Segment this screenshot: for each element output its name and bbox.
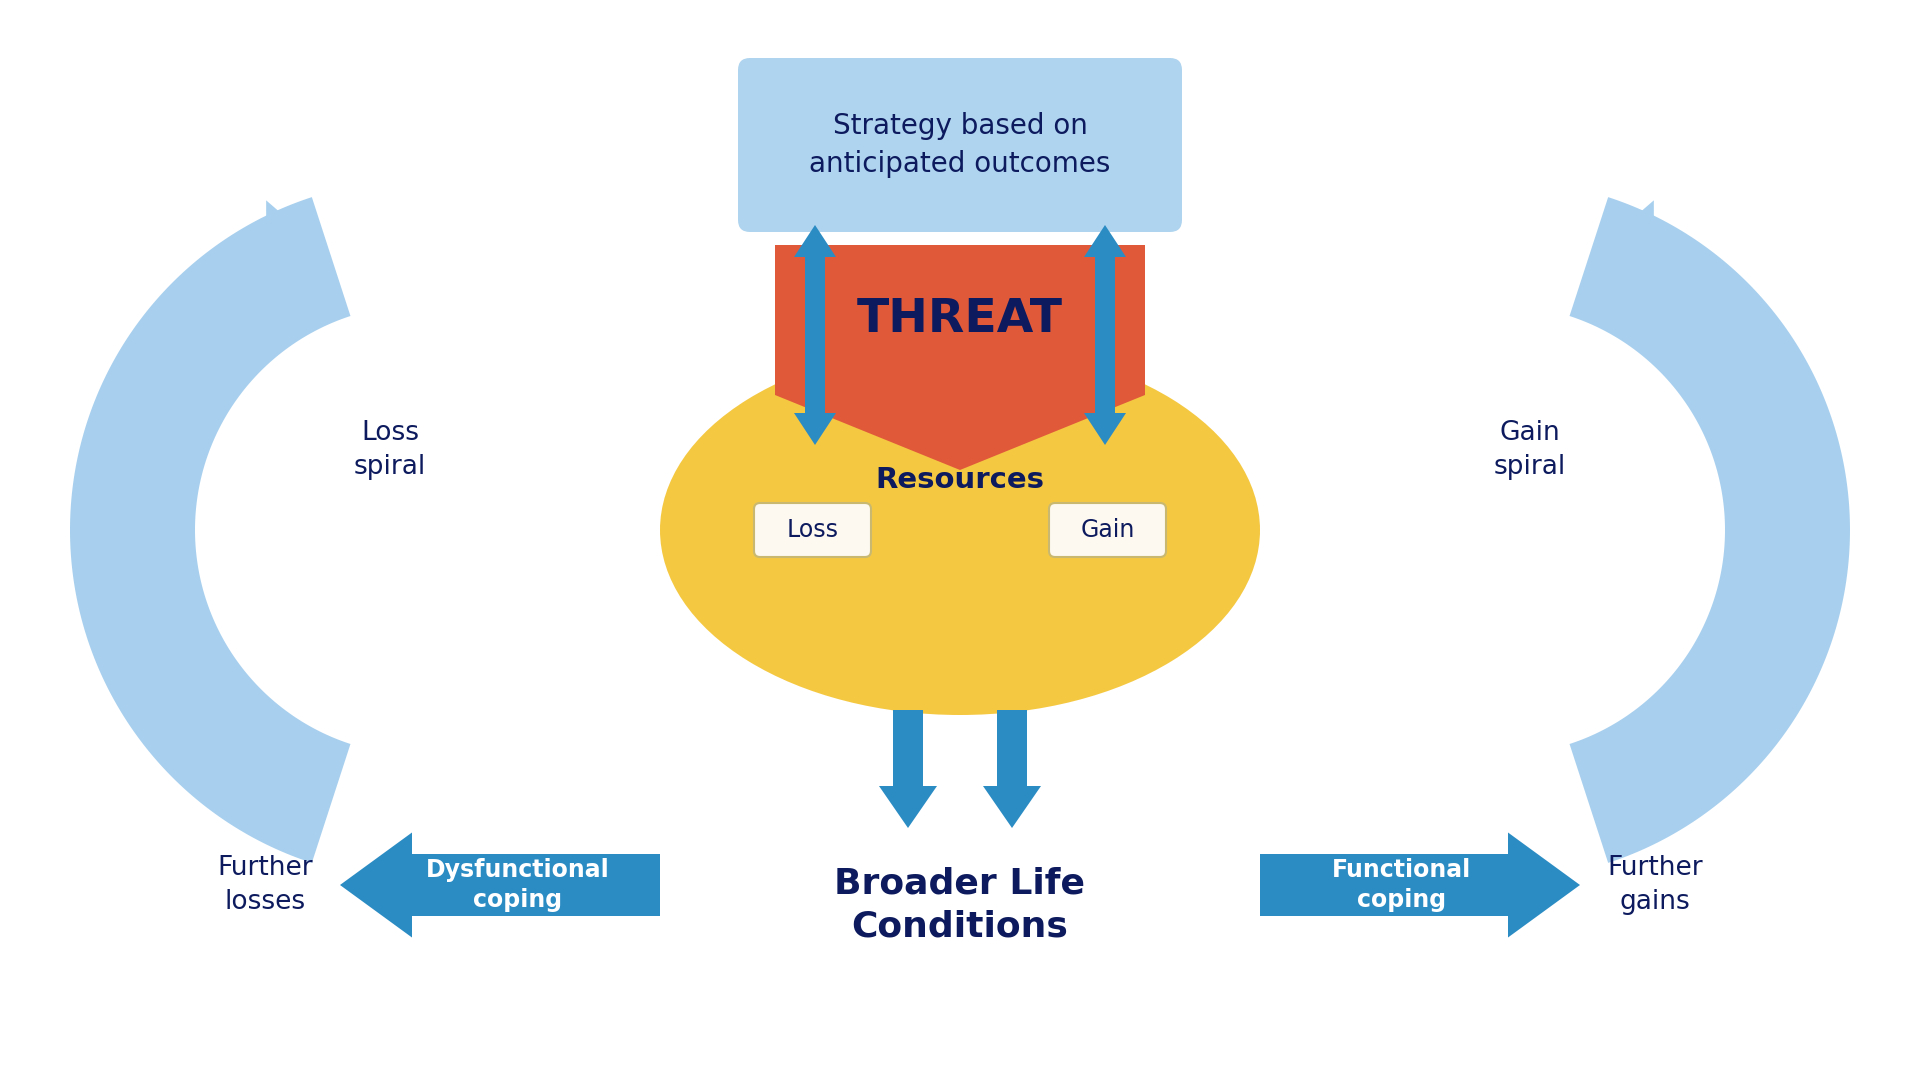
Polygon shape bbox=[983, 710, 1041, 828]
Text: THREAT: THREAT bbox=[856, 297, 1064, 342]
Text: Functional
coping: Functional coping bbox=[1332, 859, 1471, 912]
Polygon shape bbox=[1260, 833, 1580, 937]
Text: Resources: Resources bbox=[876, 465, 1044, 494]
Polygon shape bbox=[776, 245, 1144, 470]
Text: Gain: Gain bbox=[1081, 518, 1135, 542]
FancyBboxPatch shape bbox=[755, 503, 872, 557]
Polygon shape bbox=[267, 200, 330, 313]
Text: Further
losses: Further losses bbox=[217, 855, 313, 915]
Text: Further
gains: Further gains bbox=[1607, 855, 1703, 915]
Polygon shape bbox=[1085, 225, 1125, 445]
FancyBboxPatch shape bbox=[1048, 503, 1165, 557]
Polygon shape bbox=[1590, 200, 1653, 313]
Ellipse shape bbox=[660, 345, 1260, 715]
Polygon shape bbox=[340, 833, 660, 937]
Text: Broader Life
Conditions: Broader Life Conditions bbox=[835, 866, 1085, 944]
Polygon shape bbox=[1569, 198, 1851, 863]
Text: Strategy based on
anticipated outcomes: Strategy based on anticipated outcomes bbox=[810, 111, 1110, 178]
Text: Loss: Loss bbox=[787, 518, 839, 542]
Text: Gain
spiral: Gain spiral bbox=[1494, 420, 1567, 480]
Polygon shape bbox=[69, 198, 351, 863]
Polygon shape bbox=[879, 710, 937, 828]
Text: Dysfunctional
coping: Dysfunctional coping bbox=[426, 859, 611, 912]
Text: Loss
spiral: Loss spiral bbox=[353, 420, 426, 480]
FancyBboxPatch shape bbox=[737, 58, 1183, 232]
Polygon shape bbox=[795, 225, 835, 445]
